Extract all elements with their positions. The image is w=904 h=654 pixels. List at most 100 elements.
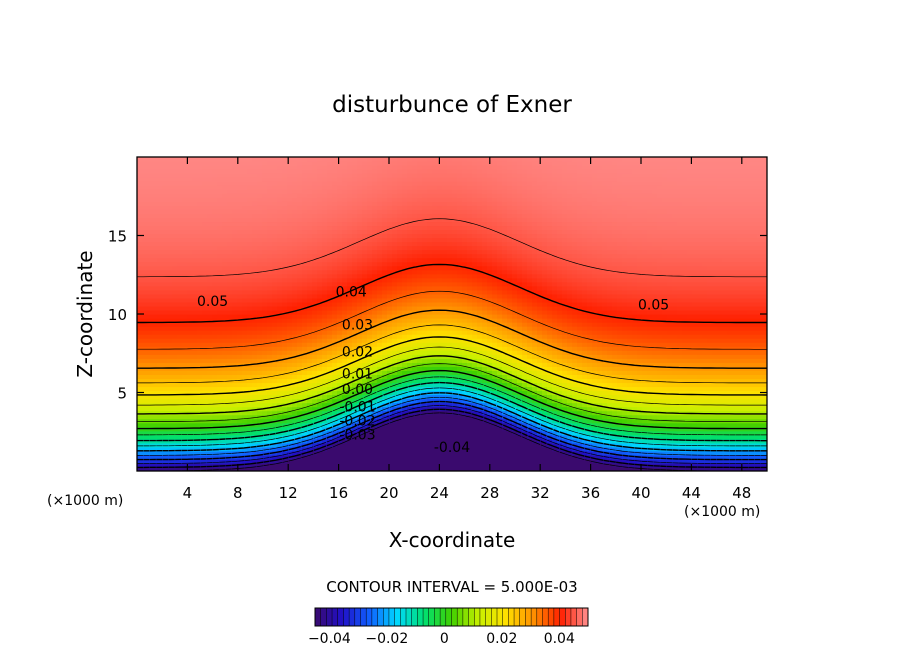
field-cell [167,281,173,287]
field-cell [142,161,148,166]
field-cell [417,378,423,384]
field-cell [392,297,398,303]
field-cell [437,241,443,247]
field-cell [172,277,178,283]
field-cell [447,253,453,259]
field-cell [162,418,168,424]
field-cell [147,165,153,170]
field-cell [222,418,228,424]
field-cell [327,285,333,291]
field-cell [327,418,333,424]
field-cell [432,265,438,271]
field-cell [297,209,303,214]
field-cell [217,382,223,388]
field-cell [262,430,268,436]
field-cell [142,173,148,178]
field-cell [212,338,218,343]
field-cell [277,241,283,247]
field-cell [352,406,358,412]
field-cell [277,205,283,210]
field-cell [297,378,303,384]
field-cell [212,358,218,363]
field-cell [162,289,168,295]
field-cell [192,165,198,170]
field-cell [317,157,323,162]
field-cell [377,406,383,412]
field-cell [217,233,223,239]
field-cell [272,253,278,259]
field-cell [137,245,143,251]
field-cell [182,390,188,396]
field-cell [177,213,183,218]
field-cell [397,450,403,456]
field-cell [377,350,383,355]
field-cell [437,253,443,259]
field-cell [172,438,178,444]
field-cell [377,269,383,275]
field-cell [242,301,248,307]
field-cell [267,269,273,275]
field-cell [147,350,153,355]
field-cell [432,326,438,331]
field-cell [187,374,193,380]
field-cell [242,205,248,210]
field-cell [332,406,338,412]
field-cell [177,265,183,271]
field-cell [432,201,438,206]
field-cell [322,269,328,275]
field-cell [387,177,393,182]
field-cell [437,281,443,287]
field-cell [197,458,203,464]
field-cell [232,301,238,307]
field-cell [407,322,413,327]
field-cell [292,338,298,343]
field-cell [427,161,433,166]
field-cell [172,221,178,227]
field-cell [152,318,158,323]
field-cell [137,370,143,375]
field-cell [402,225,408,231]
field-cell [452,414,458,420]
field-cell [412,442,418,448]
field-cell [272,265,278,271]
field-cell [322,233,328,239]
field-cell [277,402,283,408]
field-cell [372,217,378,223]
field-cell [197,430,203,436]
field-cell [237,314,243,319]
field-cell [362,245,368,251]
field-cell [247,426,253,432]
field-cell [187,265,193,271]
field-cell [212,253,218,259]
field-cell [422,358,428,363]
field-cell [452,201,458,206]
field-cell [142,410,148,416]
field-cell [167,185,173,190]
field-cell [142,181,148,186]
field-cell [152,273,158,279]
field-cell [152,161,158,166]
field-cell [262,358,268,363]
field-cell [287,257,293,263]
field-cell [347,438,353,444]
field-cell [267,261,273,267]
field-cell [292,217,298,223]
field-cell [437,446,443,452]
field-cell [202,366,208,371]
field-cell [277,362,283,367]
field-cell [422,161,428,166]
field-cell [217,189,223,194]
field-cell [447,466,453,471]
field-cell [227,257,233,263]
field-cell [297,301,303,307]
field-cell [237,265,243,271]
field-cell [212,362,218,367]
field-cell [162,229,168,235]
field-cell [452,318,458,323]
field-cell [192,330,198,335]
field-cell [212,265,218,271]
field-cell [257,309,263,315]
field-cell [347,462,353,468]
field-cell [337,289,343,295]
field-cell [237,169,243,174]
